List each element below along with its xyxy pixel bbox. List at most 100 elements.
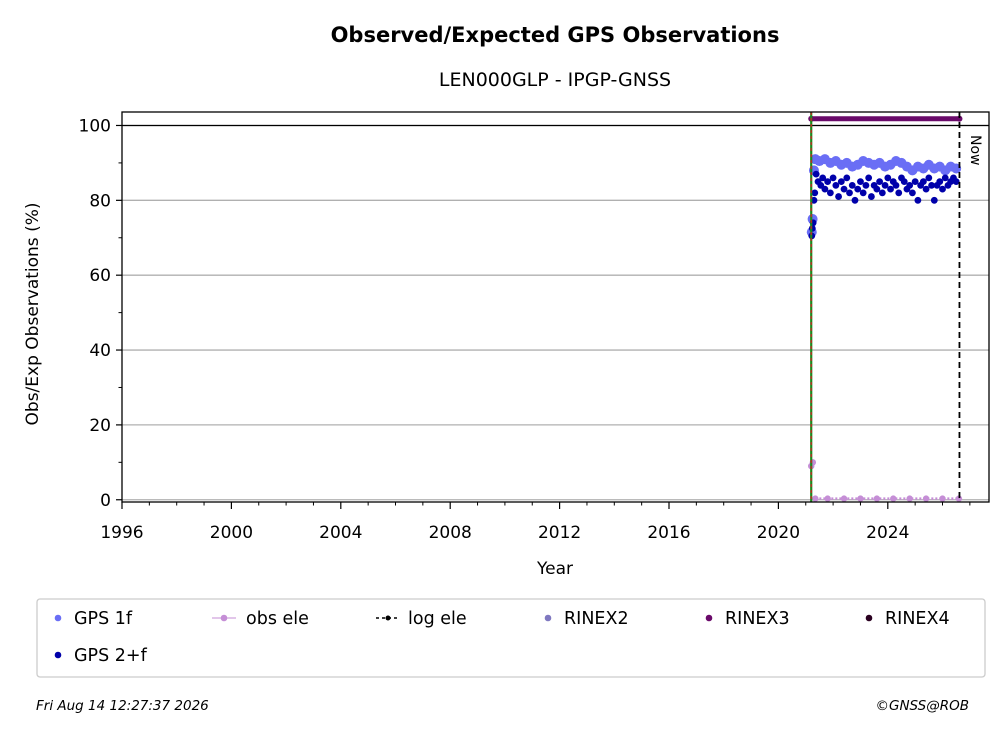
gps-2f-point bbox=[884, 174, 892, 182]
gps-2f-point bbox=[922, 185, 930, 193]
legend-box bbox=[36, 598, 986, 678]
gps-2f-point bbox=[906, 181, 914, 189]
gps-2f-point bbox=[867, 193, 875, 200]
legend-label: RINEX4 bbox=[885, 609, 950, 629]
obs-ele-point bbox=[840, 495, 848, 502]
gps-2f-point bbox=[862, 181, 870, 189]
obs-ele-point bbox=[873, 495, 881, 502]
gps-2f-point bbox=[811, 189, 819, 197]
y-tick-label: 100 bbox=[79, 116, 111, 136]
plot-area-frame bbox=[121, 111, 990, 503]
y-tick-label: 40 bbox=[89, 341, 111, 361]
gps-2f-point bbox=[848, 181, 856, 189]
vertical-markers bbox=[810, 112, 961, 502]
y-axis-ticks: 0 20 40 60 80 100 bbox=[79, 116, 122, 511]
series-gps-2f bbox=[808, 170, 960, 240]
gps-2f-point bbox=[895, 189, 903, 197]
obs-ele-point bbox=[939, 495, 946, 502]
legend-marker bbox=[544, 614, 552, 622]
gps-2f-point bbox=[824, 178, 832, 186]
gps-2f-point bbox=[925, 174, 933, 182]
legend-label: GPS 2+f bbox=[74, 646, 148, 666]
legend-label: log ele bbox=[408, 609, 467, 629]
gps-2f-point bbox=[952, 178, 960, 186]
gps-2f-point bbox=[819, 174, 827, 182]
legend-label: RINEX3 bbox=[725, 609, 790, 629]
obs-ele-point bbox=[812, 495, 819, 502]
legend-marker bbox=[705, 614, 713, 622]
series-rinex3 bbox=[808, 115, 963, 122]
chart-title: Observed/Expected GPS Observations bbox=[331, 23, 780, 47]
gps-2f-point bbox=[826, 189, 834, 197]
gps-2f-point bbox=[840, 185, 848, 193]
gps-2f-point bbox=[851, 196, 859, 204]
x-tick-label: 2012 bbox=[538, 523, 581, 543]
y-tick-label: 0 bbox=[100, 491, 111, 511]
y-tick-label: 20 bbox=[89, 416, 111, 436]
x-axis-ticks: 1996 2000 2004 2008 2012 2016 2020 2024 bbox=[100, 502, 971, 543]
gps-2f-point bbox=[892, 181, 900, 189]
legend-item: RINEX3 bbox=[705, 609, 790, 629]
obs-ele-point bbox=[906, 495, 913, 502]
y-tick-label: 80 bbox=[89, 191, 111, 211]
obs-ele-point bbox=[857, 495, 864, 502]
gps-2f-point bbox=[909, 189, 916, 197]
gps-2f-point bbox=[865, 174, 873, 182]
gps-2f-point bbox=[873, 185, 881, 193]
legend-item: GPS 2+f bbox=[54, 646, 148, 666]
legend-marker bbox=[865, 614, 873, 622]
obs-ele-point bbox=[890, 495, 897, 502]
gps-2f-point bbox=[939, 185, 946, 193]
gps-2f-point bbox=[876, 178, 883, 186]
legend-item: RINEX2 bbox=[544, 609, 629, 629]
footer-timestamp: Fri Aug 14 12:27:37 2026 bbox=[36, 698, 209, 714]
gps-2f-point bbox=[857, 178, 864, 186]
now-label: Now bbox=[967, 135, 983, 166]
x-tick-label: 2000 bbox=[210, 523, 253, 543]
gps-2f-point bbox=[821, 185, 829, 193]
x-axis-label: Year bbox=[536, 559, 573, 579]
gps-2f-point bbox=[919, 178, 927, 186]
gps-2f-point bbox=[941, 174, 949, 182]
gps-2f-point bbox=[835, 193, 842, 200]
gps-2f-point bbox=[829, 174, 837, 182]
legend-label: RINEX2 bbox=[564, 609, 629, 629]
y-tick-label: 60 bbox=[89, 266, 111, 286]
legend-marker bbox=[54, 614, 62, 622]
rinex3-point bbox=[956, 115, 963, 122]
legend-item: RINEX4 bbox=[865, 609, 950, 629]
gps-2f-point bbox=[878, 189, 886, 197]
x-tick-label: 2004 bbox=[319, 523, 362, 543]
gps-2f-point bbox=[936, 178, 944, 186]
obs-ele-point bbox=[955, 495, 963, 502]
x-tick-label: 2020 bbox=[757, 523, 800, 543]
legend-label: GPS 1f bbox=[74, 609, 133, 629]
gps-2f-point bbox=[846, 189, 853, 197]
x-tick-label: 2008 bbox=[429, 523, 472, 543]
gps-2f-point bbox=[854, 185, 862, 193]
series-obs-ele bbox=[808, 459, 963, 502]
gps-2f-point bbox=[881, 181, 889, 189]
legend-item: GPS 1f bbox=[54, 609, 133, 629]
gps-2f-point bbox=[928, 181, 935, 189]
legend-item: obs ele bbox=[212, 609, 309, 629]
gps-2f-point bbox=[887, 185, 894, 193]
legend: GPS 1f obs ele log ele RINEX2 RINEX3 RINEX4 GP… bbox=[36, 598, 986, 678]
gps-2f-point bbox=[812, 170, 820, 178]
legend-marker bbox=[54, 651, 62, 659]
x-tick-label: 2024 bbox=[866, 523, 909, 543]
legend-label: obs ele bbox=[246, 609, 309, 629]
legend-item: log ele bbox=[376, 609, 467, 629]
gps-2f-point bbox=[900, 178, 908, 186]
gps-2f-point bbox=[911, 178, 919, 186]
data-series-layer bbox=[806, 115, 963, 502]
x-tick-label: 2016 bbox=[647, 523, 690, 543]
gps-2f-point bbox=[843, 174, 851, 182]
chart-subtitle: LEN000GLP - IPGP-GNSS bbox=[439, 69, 671, 91]
y-axis-label: Obs/Exp Observations (%) bbox=[23, 203, 43, 426]
gps-2f-point bbox=[832, 181, 840, 189]
footer-credit: ©GNSS@ROB bbox=[876, 698, 970, 714]
gps-2f-point bbox=[930, 196, 938, 204]
legend-marker bbox=[220, 614, 228, 622]
